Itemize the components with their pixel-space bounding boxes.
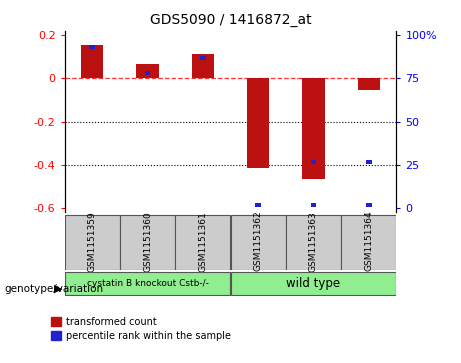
Bar: [120, 215, 175, 270]
Bar: [231, 215, 285, 270]
Bar: [231, 272, 396, 295]
Bar: [311, 160, 316, 164]
Text: GSM1151362: GSM1151362: [254, 211, 263, 272]
Text: GSM1151364: GSM1151364: [364, 211, 373, 272]
Title: GDS5090 / 1416872_at: GDS5090 / 1416872_at: [150, 13, 311, 27]
Bar: [366, 203, 372, 207]
Bar: [192, 53, 214, 78]
Bar: [286, 215, 341, 270]
Bar: [81, 45, 103, 78]
Bar: [302, 78, 325, 179]
Bar: [255, 203, 261, 207]
Text: genotype/variation: genotype/variation: [5, 284, 104, 294]
Bar: [136, 64, 159, 78]
Text: GSM1151361: GSM1151361: [198, 211, 207, 272]
Text: GSM1151363: GSM1151363: [309, 211, 318, 272]
Bar: [200, 56, 206, 60]
Text: GSM1151359: GSM1151359: [88, 211, 97, 272]
Text: GSM1151360: GSM1151360: [143, 211, 152, 272]
Legend: transformed count, percentile rank within the sample: transformed count, percentile rank withi…: [51, 317, 230, 341]
Bar: [311, 203, 316, 207]
Bar: [358, 78, 380, 90]
Bar: [89, 45, 95, 49]
Text: cystatin B knockout Cstb-/-: cystatin B knockout Cstb-/-: [87, 279, 208, 288]
Text: wild type: wild type: [286, 277, 341, 290]
Bar: [342, 215, 396, 270]
Bar: [366, 160, 372, 164]
Bar: [145, 71, 150, 75]
Bar: [176, 215, 230, 270]
Text: ▶: ▶: [54, 284, 62, 294]
Bar: [247, 78, 269, 168]
Bar: [65, 272, 230, 295]
Bar: [65, 215, 119, 270]
